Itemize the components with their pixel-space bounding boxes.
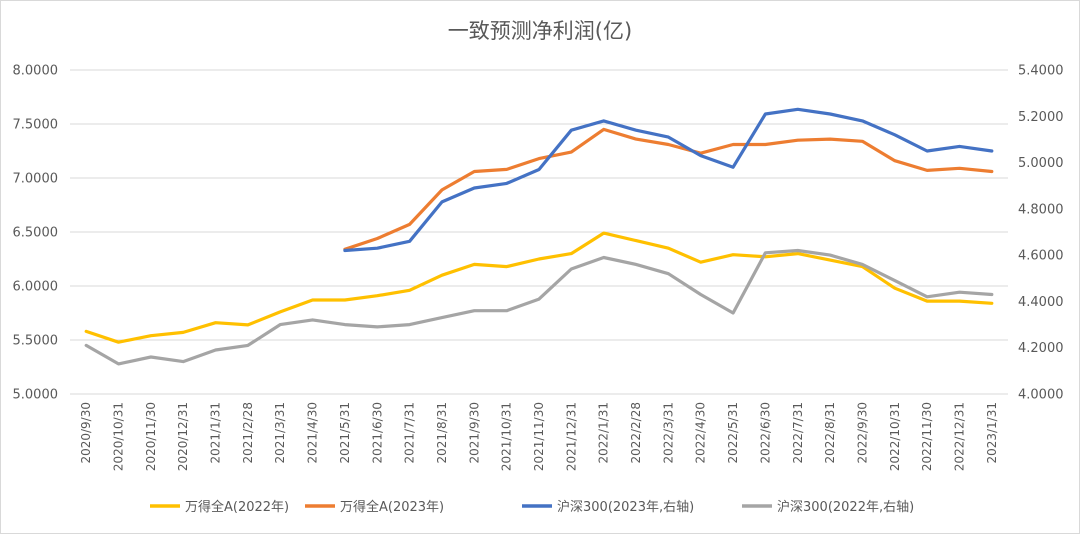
x-tick-label: 2022/10/31 [888,402,902,471]
x-tick-label: 2023/1/31 [985,402,999,464]
y-right-tick-label: 4.6000 [1018,249,1064,264]
y-right-tick-label: 4.2000 [1018,341,1064,356]
x-tick-label: 2022/2/28 [629,402,643,464]
legend-label: 万得全A(2022年) [185,499,289,515]
x-tick-label: 2020/12/31 [176,402,190,471]
y-axis-left: 5.0000 5.5000 6.0000 6.5000 7.0000 7.5000 8.00… [13,64,59,403]
y-left-tick-label: 7.5000 [13,118,59,133]
x-tick-label: 2021/6/30 [370,402,384,464]
x-tick-label: 2021/10/31 [500,402,514,471]
x-tick-label: 2021/11/30 [532,402,546,471]
x-axis: 2020/9/30 2020/10/31 2020/11/30 2020/12/31 2… [79,402,999,471]
legend-label: 沪深300(2022年,右轴) [777,499,914,515]
series-line-2 [343,127,994,251]
y-axis-right: 4.0000 4.2000 4.4000 4.6000 4.8000 5.0000 5.20… [1018,64,1064,403]
series-line-1 [84,231,994,344]
x-tick-label: 2022/9/30 [855,402,869,464]
y-left-tick-label: 6.0000 [13,280,59,295]
series-lines [84,107,994,366]
x-tick-label: 2022/12/31 [952,402,966,471]
gridlines [70,69,1008,395]
x-tick-label: 2020/9/30 [79,402,93,464]
x-tick-label: 2022/1/31 [597,402,611,464]
y-left-tick-label: 5.5000 [13,334,59,349]
x-tick-label: 2022/4/30 [694,402,708,464]
x-tick-label: 2021/1/31 [209,402,223,464]
x-tick-label: 2021/12/31 [564,402,578,471]
y-left-tick-label: 6.5000 [13,226,59,241]
y-right-tick-label: 4.0000 [1018,388,1064,403]
y-right-tick-label: 4.4000 [1018,295,1064,310]
x-tick-label: 2021/7/31 [403,402,417,464]
x-tick-label: 2020/11/30 [144,402,158,471]
y-left-tick-label: 8.0000 [13,64,59,79]
y-left-tick-label: 7.0000 [13,172,59,187]
x-tick-label: 2021/8/31 [435,402,449,464]
x-tick-label: 2022/5/31 [726,402,740,464]
x-tick-label: 2021/3/31 [273,402,287,464]
y-right-tick-label: 5.4000 [1018,64,1064,79]
x-tick-label: 2021/4/30 [306,402,320,464]
series-line-3 [343,107,994,253]
y-left-tick-label: 5.0000 [13,388,59,403]
x-tick-label: 2021/5/31 [338,402,352,464]
x-tick-label: 2020/10/31 [112,402,126,471]
chart-title: 一致预测净利润(亿) [448,19,632,43]
legend: 万得全A(2022年) 万得全A(2023年) 沪深300(2023年,右轴) 沪深3… [150,499,914,515]
x-tick-label: 2021/9/30 [467,402,481,464]
legend-label: 沪深300(2023年,右轴) [557,499,694,515]
y-right-tick-label: 4.8000 [1018,202,1064,217]
x-tick-label: 2022/7/31 [791,402,805,464]
x-tick-label: 2022/8/31 [823,402,837,464]
y-right-tick-label: 5.2000 [1018,110,1064,125]
x-tick-label: 2022/11/30 [920,402,934,471]
x-tick-label: 2022/6/30 [758,402,772,464]
series-line-4 [84,248,994,366]
legend-label: 万得全A(2023年) [340,499,444,515]
x-tick-label: 2022/3/31 [661,402,675,464]
x-tick-label: 2021/2/28 [241,402,255,464]
y-right-tick-label: 5.0000 [1018,156,1064,171]
